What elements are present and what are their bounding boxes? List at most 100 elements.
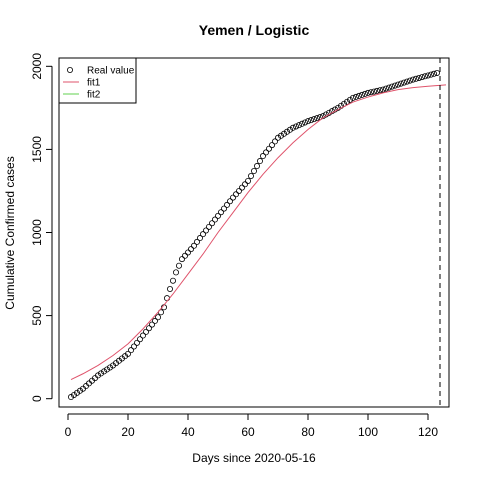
real-value-point [313,115,320,122]
real-value-point [178,256,185,263]
real-value-point [274,134,281,141]
real-value-point [292,123,299,130]
y-tick-label: 2000 [30,53,44,80]
real-value-point [259,153,266,160]
real-value-point [277,132,284,139]
real-value-point [223,201,230,208]
real-value-point [346,96,353,103]
real-value-point [202,227,209,234]
real-value-point [286,126,293,133]
real-value-point [352,93,359,100]
real-value-point [310,116,317,123]
real-value-point [169,277,176,284]
real-value-point [382,85,389,92]
y-tick-label: 1500 [30,136,44,163]
real-value-point [226,198,233,205]
real-value-point [107,364,114,371]
real-value-point [184,249,191,256]
real-value-point [205,223,212,230]
real-value-point [373,87,380,94]
real-value-point [403,78,410,85]
real-value-point [238,184,245,191]
legend-label: fit1 [87,78,101,89]
real-value-point [196,235,203,242]
real-value-point [74,389,81,396]
real-value-point [166,286,173,293]
x-tick-label: 60 [241,425,255,439]
real-value-point [136,336,143,343]
real-value-point [364,89,371,96]
real-value-point [250,168,257,175]
real-value-point [361,90,368,97]
real-value-point [397,80,404,87]
real-value-point [145,325,152,332]
real-value-point [71,391,78,398]
real-value-point [77,387,84,394]
real-value-point [175,262,182,269]
real-value-point [400,79,407,86]
real-value-point [427,71,434,78]
real-value-point [256,158,263,165]
real-value-point [199,231,206,238]
real-value-point [208,220,215,227]
real-value-point [304,118,311,125]
real-value-point [220,205,227,212]
real-value-point [301,119,308,126]
x-tick-label: 20 [121,425,135,439]
y-axis-title: Cumulative Confirmed cases [3,156,17,309]
real-value-point [241,181,248,188]
real-value-point [307,117,314,124]
real-value-point [268,142,275,149]
real-value-point [358,91,365,98]
x-tick-label: 0 [65,425,72,439]
real-value-point [211,216,218,223]
real-value-point [151,317,158,324]
real-value-point [104,366,111,373]
real-value-point [181,252,188,259]
y-tick-label: 0 [30,395,44,402]
real-value-point [125,350,132,357]
real-value-point [421,73,428,80]
real-value-point [172,269,179,276]
y-tick-label: 1000 [30,219,44,246]
real-value-point [232,191,239,198]
real-value-point [355,92,362,99]
real-value-point [394,81,401,88]
real-value-point [148,321,155,328]
real-value-point [217,209,224,216]
x-axis-title: Days since 2020-05-16 [192,451,316,465]
real-value-points [68,69,440,401]
real-value-point [271,138,278,145]
real-value-point [283,128,290,135]
real-value-point [415,74,422,81]
x-axis: 0 20 40 60 80 100 120 [65,413,438,439]
real-value-point [262,149,269,156]
fit1-line [70,84,447,381]
real-value-point [298,120,305,127]
real-value-point [289,124,296,131]
real-value-point [130,343,137,350]
x-tick-label: 80 [301,425,315,439]
real-value-point [253,163,260,170]
real-value-point [247,172,254,179]
real-value-point [265,145,272,152]
x-tick-label: 100 [358,425,378,439]
real-value-point [101,368,108,375]
real-value-point [68,394,75,401]
real-value-point [154,314,161,321]
fit-lines [70,84,447,381]
real-value-point [412,75,419,82]
real-value-point [95,372,102,379]
real-value-point [235,187,242,194]
real-value-point [142,328,149,335]
legend-symbol [67,67,74,74]
real-value-point [388,83,395,90]
real-value-point [190,242,197,249]
legend-label: Real value [87,66,135,77]
real-value-point [409,76,416,83]
real-value-point [244,177,251,184]
real-value-point [385,84,392,91]
legend-label: fit2 [87,90,101,101]
